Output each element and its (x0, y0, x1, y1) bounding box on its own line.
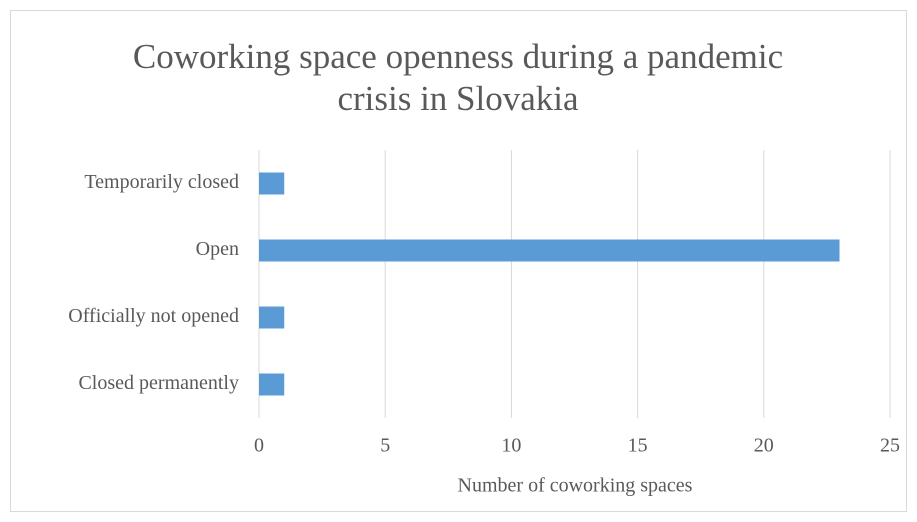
y-tick-label: Closed permanently (78, 372, 239, 394)
y-tick-label: Temporarily closed (84, 171, 239, 193)
x-axis-title: Number of coworking spaces (458, 475, 693, 497)
x-tick-label: 15 (628, 435, 648, 457)
x-tick-label: 10 (501, 435, 521, 457)
y-tick-label: Open (196, 238, 239, 260)
x-tick-label: 5 (380, 435, 390, 457)
x-tick-label: 25 (880, 435, 900, 457)
bar (259, 172, 285, 195)
bar (259, 239, 840, 262)
bar (259, 373, 285, 396)
y-tick-label: Officially not opened (68, 305, 239, 327)
chart-title: Coworking space openness during a pandem… (132, 37, 784, 118)
x-tick-label: 0 (254, 435, 264, 457)
bar (259, 306, 285, 329)
x-tick-label: 20 (754, 435, 774, 457)
